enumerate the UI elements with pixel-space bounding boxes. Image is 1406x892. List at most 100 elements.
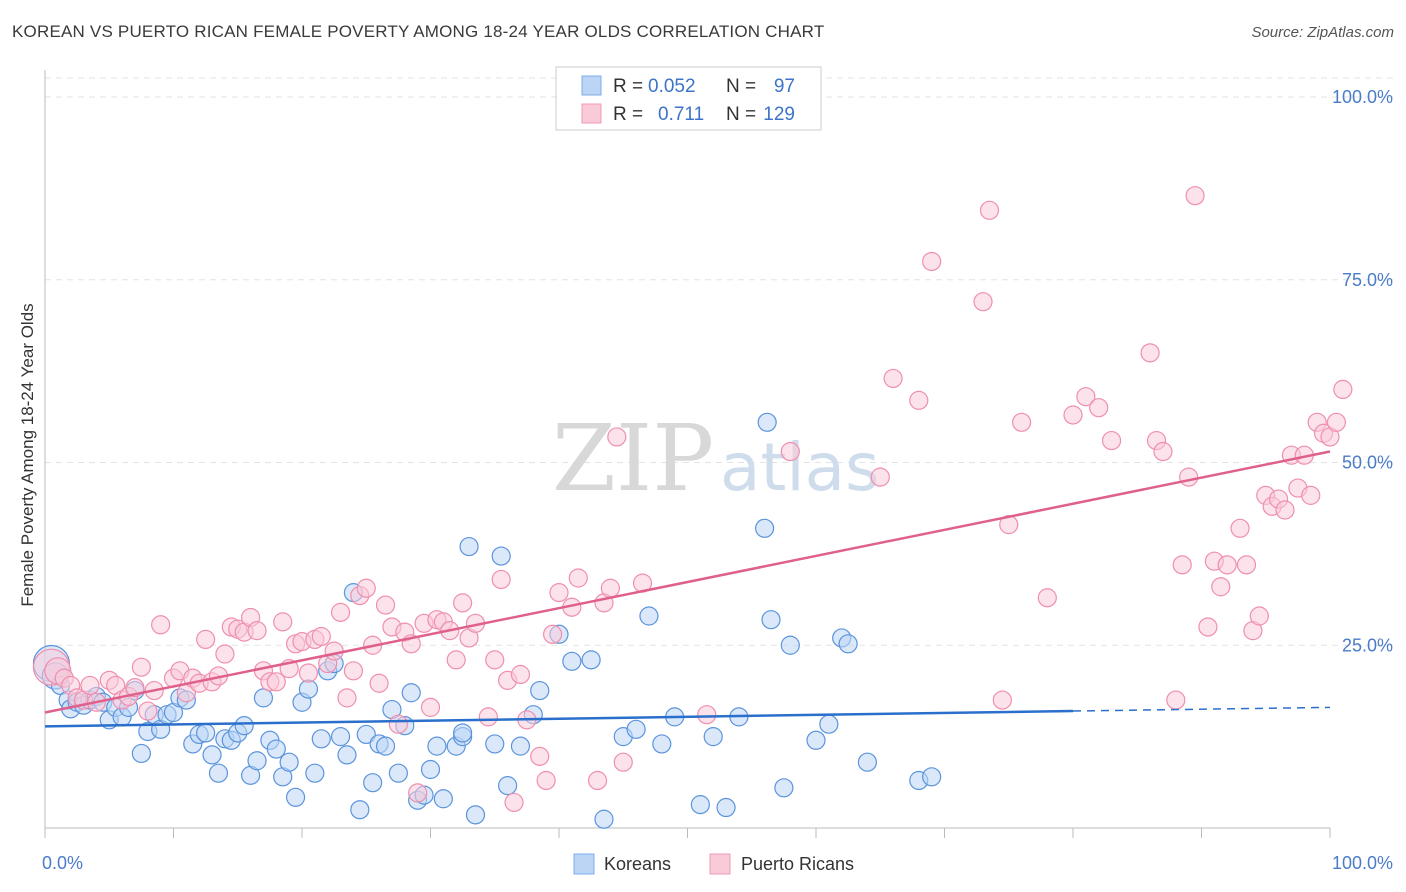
korean-point xyxy=(690,795,710,815)
korean-point xyxy=(266,739,286,759)
puerto-rican-point xyxy=(453,593,473,613)
puerto-rican-point xyxy=(1230,518,1250,538)
chart-title: KOREAN VS PUERTO RICAN FEMALE POVERTY AM… xyxy=(12,22,825,41)
korean-point xyxy=(652,734,672,754)
puerto-rican-point xyxy=(504,792,524,813)
puerto-rican-point xyxy=(478,707,498,727)
y-tick-labels: 25.0% 50.0% 75.0% 100.0% xyxy=(1332,87,1393,655)
korean-point xyxy=(757,412,777,432)
puerto-rican-point xyxy=(1211,577,1231,597)
bottom-legend-koreans: Koreans xyxy=(604,854,671,874)
trend-lines xyxy=(44,450,1331,728)
korean-point xyxy=(196,723,216,743)
legend-r-value-koreans: 0.052 xyxy=(648,76,696,97)
puerto-rican-point xyxy=(408,783,428,803)
korean-point xyxy=(774,778,794,798)
watermark-atlas: atlas xyxy=(720,429,880,506)
puerto-rican-point xyxy=(510,664,531,685)
watermark-zip: ZIP xyxy=(552,405,714,512)
puerto-rican-point xyxy=(542,624,563,644)
y-tick-label: 50.0% xyxy=(1342,453,1393,473)
puerto-rican-point xyxy=(922,251,942,272)
korean-point xyxy=(703,727,723,747)
puerto-rican-point xyxy=(1037,588,1057,608)
korean-point xyxy=(639,606,659,626)
puerto-rican-points xyxy=(32,186,1353,813)
puerto-rican-point xyxy=(388,714,408,734)
puerto-rican-point xyxy=(324,641,344,661)
puerto-rican-point xyxy=(613,752,633,772)
puerto-rican-point xyxy=(247,621,267,641)
puerto-rican-point xyxy=(151,615,171,635)
puerto-rican-point xyxy=(1172,555,1192,575)
korean-point xyxy=(298,679,319,699)
korean-point xyxy=(453,723,473,743)
korean-point xyxy=(491,546,511,566)
korean-point xyxy=(234,716,254,736)
bottom-legend-puerto-ricans: Puerto Ricans xyxy=(741,854,854,874)
korean-point xyxy=(285,787,306,807)
puerto-rican-point xyxy=(1198,617,1218,637)
y-tick-label: 75.0% xyxy=(1342,270,1393,290)
puerto-rican-point xyxy=(973,292,993,312)
puerto-rican-point xyxy=(1011,412,1032,432)
puerto-rican-point xyxy=(330,602,351,622)
korean-point xyxy=(819,714,839,734)
puerto-rican-point xyxy=(1166,690,1186,710)
puerto-rican-point xyxy=(909,390,929,410)
bottom-legend-swatch-koreans xyxy=(573,853,595,875)
puerto-rican-point xyxy=(1326,412,1347,432)
korean-point xyxy=(253,688,274,708)
puerto-rican-point xyxy=(80,675,100,696)
legend-r-label-koreans: R = xyxy=(613,76,643,97)
puerto-rican-point xyxy=(1179,467,1199,487)
puerto-rican-point xyxy=(138,701,158,721)
puerto-rican-point xyxy=(420,697,441,717)
legend-r-label-puerto-ricans: R = xyxy=(613,104,643,125)
korean-point xyxy=(530,680,550,701)
puerto-rican-point xyxy=(780,441,800,462)
korean-point xyxy=(350,800,370,820)
korean-point xyxy=(465,805,486,825)
korean-point xyxy=(594,809,614,829)
puerto-rican-point xyxy=(600,578,621,598)
korean-point xyxy=(208,763,229,783)
x-tick-label-max: 100.0% xyxy=(1332,853,1393,873)
korean-point xyxy=(330,727,351,747)
puerto-rican-point xyxy=(375,595,396,615)
korean-point xyxy=(202,745,222,765)
puerto-rican-point xyxy=(697,705,717,725)
korean-point xyxy=(311,729,331,749)
korean-point xyxy=(375,736,396,756)
korean-point xyxy=(363,773,383,793)
korean-point xyxy=(922,767,942,787)
puerto-rican-point xyxy=(1249,606,1269,626)
puerto-rican-point xyxy=(536,770,556,791)
puerto-rican-point xyxy=(311,626,331,647)
x-tick-label-min: 0.0% xyxy=(42,853,83,873)
legend-n-label-koreans: N = xyxy=(726,76,756,97)
puerto-rican-point xyxy=(1076,387,1096,407)
puerto-rican-point xyxy=(491,569,511,590)
puerto-rican-point xyxy=(530,746,550,766)
puerto-rican-point xyxy=(1333,379,1353,399)
series-legend: Koreans Puerto Ricans xyxy=(573,853,854,875)
korean-point xyxy=(279,752,299,772)
korean-point xyxy=(305,763,325,783)
y-axis-label: Female Poverty Among 18-24 Year Olds xyxy=(18,303,37,606)
puerto-rican-point xyxy=(485,650,505,670)
korean-point xyxy=(761,610,781,630)
korean-point xyxy=(780,635,800,655)
puerto-rican-point xyxy=(1185,186,1205,206)
x-tick-marks xyxy=(44,828,1331,838)
puerto-rican-point xyxy=(992,690,1012,710)
puerto-rican-point xyxy=(1275,500,1295,520)
bottom-legend-swatch-puerto-ricans xyxy=(709,853,731,875)
korean-point xyxy=(337,745,357,765)
puerto-rican-point xyxy=(446,650,466,670)
legend-swatch-puerto-ricans xyxy=(581,103,602,124)
y-tick-label: 100.0% xyxy=(1332,87,1393,107)
korean-point xyxy=(247,751,267,771)
korean-point xyxy=(498,776,518,796)
